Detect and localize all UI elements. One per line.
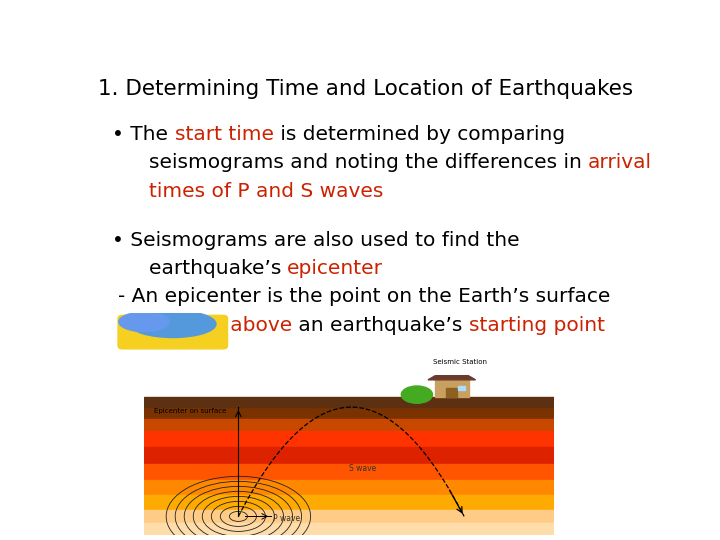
Bar — [144, 523, 554, 535]
Text: arrival: arrival — [588, 153, 652, 172]
Circle shape — [401, 386, 433, 403]
Text: starting point: starting point — [469, 315, 605, 334]
Bar — [144, 480, 554, 495]
Bar — [144, 407, 554, 419]
Text: seismograms and noting the differences in: seismograms and noting the differences i… — [148, 153, 588, 172]
Bar — [144, 397, 554, 407]
Text: earthquake’s: earthquake’s — [148, 259, 287, 279]
Bar — [446, 388, 457, 397]
Text: P wave: P wave — [274, 514, 300, 523]
Text: Epicenter on surface: Epicenter on surface — [153, 408, 226, 414]
Text: • The: • The — [112, 125, 175, 144]
Text: epicenter: epicenter — [287, 259, 383, 279]
Bar — [144, 464, 554, 480]
Bar — [144, 510, 554, 523]
Ellipse shape — [119, 312, 169, 332]
Text: Seismic Station: Seismic Station — [433, 359, 487, 365]
Text: - An epicenter is the point on the Earth’s surface: - An epicenter is the point on the Earth… — [118, 287, 611, 306]
Text: an earthquake’s: an earthquake’s — [292, 315, 469, 334]
Text: • Seismograms are also used to find the: • Seismograms are also used to find the — [112, 231, 520, 250]
FancyBboxPatch shape — [118, 315, 228, 349]
Bar — [144, 447, 554, 464]
Text: 1. Determining Time and Location of Earthquakes: 1. Determining Time and Location of Eart… — [99, 79, 634, 99]
Bar — [435, 380, 469, 397]
Ellipse shape — [130, 310, 216, 338]
Text: S wave: S wave — [349, 464, 377, 473]
Bar — [144, 418, 554, 431]
Bar — [144, 431, 554, 447]
Text: is determined by comparing: is determined by comparing — [274, 125, 564, 144]
Text: start time: start time — [175, 125, 274, 144]
Polygon shape — [428, 366, 476, 380]
Bar — [144, 495, 554, 510]
Bar — [458, 386, 465, 390]
Text: directly above: directly above — [148, 315, 292, 334]
Text: times of P and S waves: times of P and S waves — [148, 181, 383, 201]
